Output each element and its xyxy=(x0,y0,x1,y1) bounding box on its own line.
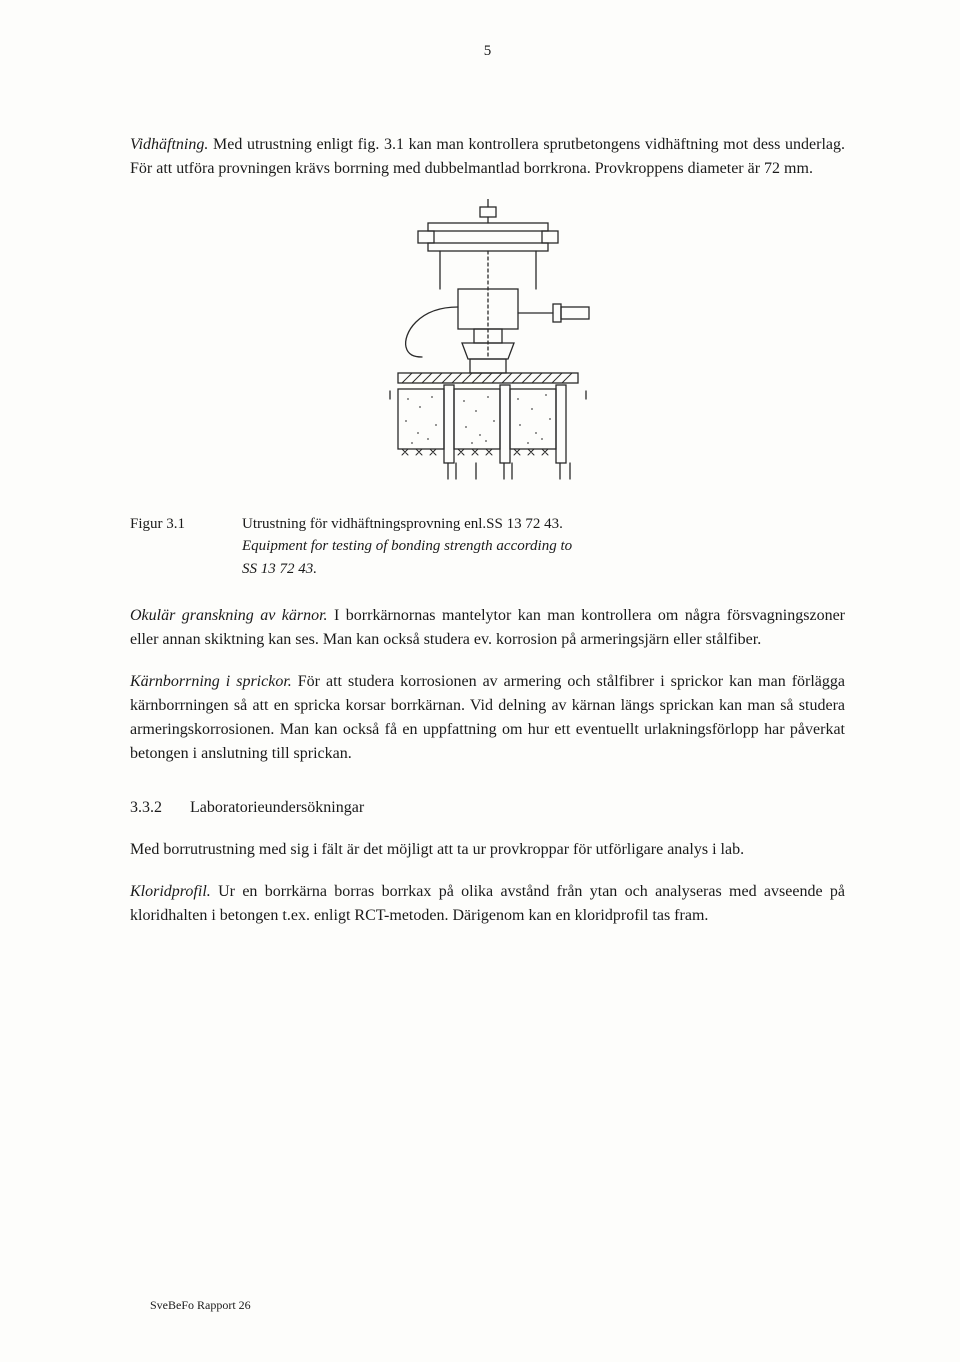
lead-term: Kärnborrning i sprickor. xyxy=(130,673,292,690)
para-body: Ur en borrkärna borras borrkax på olika … xyxy=(130,883,845,924)
paragraph-lab-intro: Med borrutrustning med sig i fält är det… xyxy=(130,838,845,862)
footer-report-label: SveBeFo Rapport 26 xyxy=(150,1296,251,1314)
figure-caption-en-1: Equipment for testing of bonding strengt… xyxy=(242,535,572,558)
paragraph-kloridprofil: Kloridprofil. Ur en borrkärna borras bor… xyxy=(130,880,845,928)
paragraph-karnborrning: Kärnborrning i sprickor. För att studera… xyxy=(130,670,845,766)
paragraph-vidhaftning: Vidhäftning. Med utrustning enligt fig. … xyxy=(130,133,845,181)
figure-caption: Figur 3.1 Utrustning för vidhäftningspro… xyxy=(130,513,845,581)
section-number: 3.3.2 xyxy=(130,796,162,820)
lead-term: Okulär granskning av kärnor. xyxy=(130,607,328,624)
page-number: 5 xyxy=(130,40,845,63)
lead-term: Vidhäftning. xyxy=(130,136,208,153)
section-heading-3-3-2: 3.3.2 Laboratorieundersökningar xyxy=(130,796,845,820)
adhesion-test-equipment-diagram xyxy=(358,199,618,489)
para-body: Med utrustning enligt fig. 3.1 kan man k… xyxy=(130,136,845,177)
section-title: Laboratorieundersökningar xyxy=(190,796,364,820)
paragraph-okular: Okulär granskning av kärnor. I borrkärno… xyxy=(130,604,845,652)
figure-caption-en-2: SS 13 72 43. xyxy=(242,558,572,581)
figure-3-1 xyxy=(130,199,845,489)
figure-label: Figur 3.1 xyxy=(130,513,206,581)
lead-term: Kloridprofil. xyxy=(130,883,211,900)
figure-caption-text: Utrustning för vidhäftningsprovning enl.… xyxy=(242,513,572,581)
figure-caption-sv: Utrustning för vidhäftningsprovning enl.… xyxy=(242,513,572,536)
